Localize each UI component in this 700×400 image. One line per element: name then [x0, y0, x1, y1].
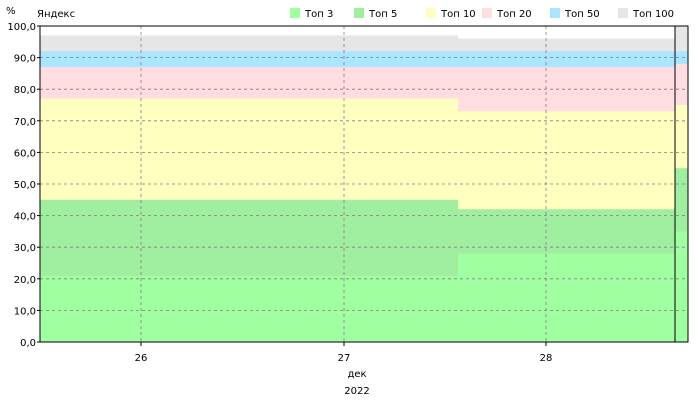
- legend-swatch: [290, 8, 300, 18]
- legend-label: Топ 50: [564, 9, 600, 20]
- legend-swatch: [426, 8, 436, 18]
- y-tick-label: 40,0: [14, 212, 36, 223]
- y-axis-unit-label: %: [6, 6, 16, 17]
- x-tick-label: 28: [540, 353, 553, 364]
- y-tick-label: 20,0: [14, 275, 36, 286]
- y-tick-label: 50,0: [14, 180, 36, 191]
- legend-label: Топ 3: [304, 9, 333, 20]
- x-axis: 26 27 28: [135, 342, 553, 364]
- area-band-топ-3: [458, 253, 675, 342]
- y-tick-label: 10,0: [14, 306, 36, 317]
- x-tick-label: 27: [338, 353, 351, 364]
- y-tick-label: 90,0: [14, 54, 36, 65]
- legend-label: Топ 10: [440, 9, 476, 20]
- legend-swatch: [354, 8, 364, 18]
- x-tick-label: 26: [135, 353, 148, 364]
- x-axis-year-label: 2022: [344, 386, 369, 397]
- x-axis-month-label: дек: [347, 369, 366, 380]
- area-series-group: [40, 26, 688, 343]
- y-axis: 0,0 10,0 20,0 30,0 40,0 50,0 60,0 70,0 80,0 90,0 1…: [7, 22, 40, 349]
- area-band-топ-3: [40, 275, 458, 342]
- y-tick-label: 0,0: [20, 338, 36, 349]
- y-tick-label: 30,0: [14, 243, 36, 254]
- y-tick-label: 60,0: [14, 148, 36, 159]
- legend-label: Топ 100: [632, 9, 674, 20]
- legend-swatch: [618, 8, 628, 18]
- y-tick-label: 100,0: [7, 22, 36, 33]
- legend-swatch: [482, 8, 492, 18]
- legend-swatch: [550, 8, 560, 18]
- area-band-топ-3: [675, 231, 688, 342]
- y-tick-label: 80,0: [14, 85, 36, 96]
- legend-label: Топ 5: [368, 9, 397, 20]
- legend: Топ 3 Топ 5 Топ 10 Топ 20 Топ 50 Топ 100: [290, 8, 674, 20]
- y-tick-label: 70,0: [14, 117, 36, 128]
- chart-title: Яндекс: [37, 9, 75, 20]
- legend-label: Топ 20: [496, 9, 532, 20]
